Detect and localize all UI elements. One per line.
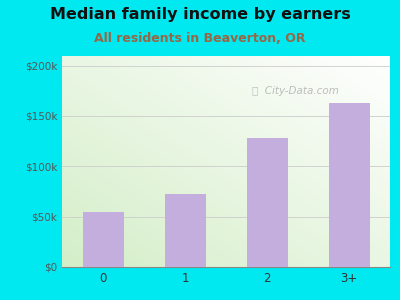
Bar xyxy=(328,103,370,267)
Bar xyxy=(82,212,124,267)
Text: Median family income by earners: Median family income by earners xyxy=(50,8,350,22)
Bar xyxy=(246,138,288,267)
Text: All residents in Beaverton, OR: All residents in Beaverton, OR xyxy=(94,32,306,44)
Bar xyxy=(164,194,206,267)
Text: ⓘ  City-Data.com: ⓘ City-Data.com xyxy=(252,85,339,96)
